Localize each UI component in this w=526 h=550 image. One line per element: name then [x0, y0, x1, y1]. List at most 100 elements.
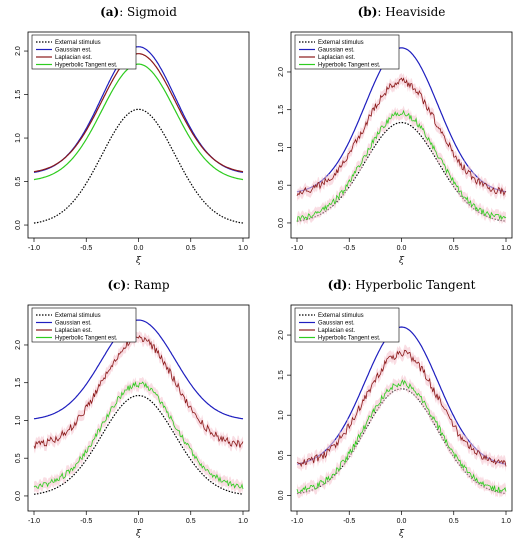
series-line-1	[33, 394, 244, 495]
x-tick-label: -1.0	[291, 245, 303, 252]
panel-c: (c): Ramp 0.0 0.5 1.0 1.5 2.0 -1.0 -0.5 0.0 0.5 1.…	[15, 278, 250, 539]
legend-entry: Hyperbolic Tangent est.	[55, 63, 118, 69]
y-tick-label: 1.5	[15, 90, 22, 100]
legend-entry: Gaussian est.	[55, 48, 92, 54]
x-tick-label: -0.5	[80, 245, 92, 252]
x-tick-label: -0.5	[343, 245, 355, 252]
x-axis-label: ξ	[399, 529, 405, 539]
x-tick-label: 0.0	[134, 518, 144, 525]
series-line-3	[296, 349, 507, 468]
y-tick-label: 2.0	[278, 67, 285, 77]
legend: External stimulus Gaussian est.Laplacian …	[31, 307, 137, 343]
series-band	[297, 374, 506, 499]
series-line-2	[33, 319, 244, 420]
x-tick-label: 1.0	[238, 518, 248, 525]
panel-title: (b): Heaviside	[358, 5, 446, 19]
panel-title-name: : Ramp	[126, 278, 170, 292]
series-line-3	[33, 53, 244, 173]
y-tick-label: 2.0	[15, 46, 22, 56]
panel-b: (b): Heaviside 0.0 0.5 1.0 1.5 2.0 -1.0 -0.5 0.0…	[278, 5, 513, 266]
series-line-4	[33, 380, 244, 490]
series-line-2	[296, 47, 507, 193]
x-tick-label: 0.0	[134, 245, 144, 252]
x-axis-label: ξ	[136, 529, 142, 539]
panel-title-name: : Sigmoid	[119, 5, 177, 19]
y-tick-label: 1.5	[278, 370, 285, 380]
x-tick-label: -1.0	[28, 518, 40, 525]
legend-entry: Gaussian est.	[55, 321, 92, 327]
series-line-2	[296, 326, 507, 465]
series-line-3	[296, 77, 507, 197]
legend: External stimulus Gaussian est.Laplacian …	[31, 34, 137, 70]
x-tick-label: -0.5	[343, 518, 355, 525]
panel-title-letter: (c)	[107, 278, 126, 292]
x-tick-label: 0.0	[397, 518, 407, 525]
panel-title-name: : Heaviside	[377, 5, 445, 19]
legend-entry: Hyperbolic Tangent est.	[318, 63, 381, 69]
x-tick-label: 1.0	[501, 245, 511, 252]
y-tick-label: 0.0	[15, 220, 22, 230]
legend-entry: External stimulus	[318, 40, 364, 46]
y-tick-label: 0.0	[278, 490, 285, 500]
y-tick-label: 1.0	[278, 142, 285, 152]
legend-entry: External stimulus	[55, 40, 101, 46]
y-tick-label: 2.0	[278, 330, 285, 340]
panel-title-letter: (a)	[100, 5, 119, 19]
legend: External stimulus Gaussian est.Laplacian …	[294, 307, 400, 343]
x-tick-label: 0.5	[186, 518, 196, 525]
legend-entry: External stimulus	[318, 313, 364, 319]
legend-entry: Gaussian est.	[318, 321, 355, 327]
series-line-4	[296, 379, 507, 494]
y-tick-label: 0.5	[15, 453, 22, 463]
legend-entry: Hyperbolic Tangent est.	[318, 336, 381, 342]
y-tick-label: 0.0	[278, 218, 285, 228]
series-band	[34, 376, 243, 495]
legend-entry: Gaussian est.	[318, 48, 355, 54]
panel-title: (a): Sigmoid	[100, 5, 177, 19]
series-band	[297, 105, 506, 227]
panel-title-letter: (d)	[328, 278, 348, 292]
x-tick-label: 0.5	[186, 245, 196, 252]
x-tick-label: -1.0	[28, 245, 40, 252]
x-tick-label: 1.0	[501, 518, 511, 525]
legend-entry: Laplacian est.	[55, 328, 92, 334]
y-tick-label: 0.5	[278, 180, 285, 190]
panel-title-letter: (b)	[358, 5, 378, 19]
y-tick-label: 1.5	[15, 378, 22, 388]
y-tick-label: 0.5	[278, 450, 285, 460]
legend-entry: Laplacian est.	[55, 55, 92, 61]
series-line-4	[33, 63, 244, 181]
x-tick-label: -1.0	[291, 518, 303, 525]
series-line-3	[33, 335, 244, 449]
legend-entry: Hyperbolic Tangent est.	[55, 336, 118, 342]
series-band	[297, 73, 506, 202]
panel-d: (d): Hyperbolic Tangent 0.0 0.5 1.0 1.5 2.0 -1…	[278, 278, 513, 539]
x-axis-label: ξ	[136, 256, 142, 266]
x-tick-label: -0.5	[80, 518, 92, 525]
legend-box	[294, 34, 400, 70]
legend-entry: Laplacian est.	[318, 55, 355, 61]
y-tick-label: 2.0	[15, 340, 22, 350]
y-tick-label: 1.5	[278, 105, 285, 115]
y-tick-label: 1.0	[15, 415, 22, 425]
legend-entry: External stimulus	[55, 313, 101, 319]
x-tick-label: 0.5	[449, 245, 459, 252]
legend-box	[31, 307, 137, 343]
series-line-4	[296, 109, 507, 222]
legend-box	[31, 34, 137, 70]
panel-a: (a): Sigmoid 0.0 0.5 1.0 1.5 2.0 -1.0 -0.5 0.0 0.…	[15, 5, 250, 266]
legend-box	[294, 307, 400, 343]
x-tick-label: 0.0	[397, 245, 407, 252]
x-tick-label: 1.0	[238, 245, 248, 252]
panel-title: (c): Ramp	[107, 278, 169, 292]
legend: External stimulus Gaussian est.Laplacian …	[294, 34, 400, 70]
y-tick-label: 0.0	[15, 491, 22, 501]
y-tick-label: 0.5	[15, 177, 22, 187]
y-tick-label: 1.0	[278, 410, 285, 420]
series-line-1	[33, 108, 244, 224]
legend-entry: Laplacian est.	[318, 328, 355, 334]
x-tick-label: 0.5	[449, 518, 459, 525]
x-axis-label: ξ	[399, 256, 405, 266]
panel-title: (d): Hyperbolic Tangent	[328, 278, 476, 292]
